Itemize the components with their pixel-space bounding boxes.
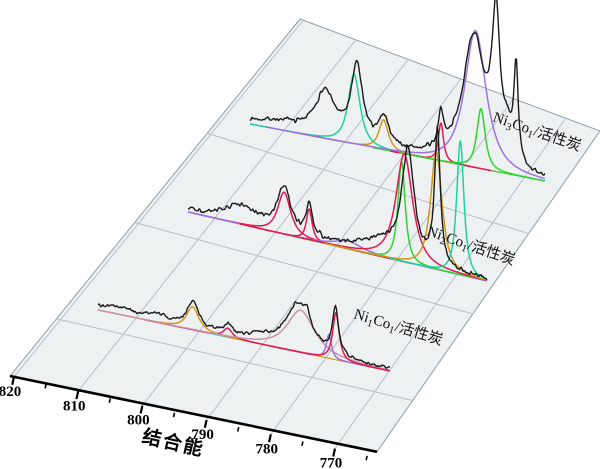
- x-axis-line: [9, 374, 378, 454]
- tick-label-800: 800: [127, 413, 150, 429]
- grid-cross-line: [56, 318, 413, 401]
- tick-label-780: 780: [256, 441, 279, 457]
- major-tick: [203, 419, 208, 428]
- fit-component-red: [239, 153, 487, 281]
- grid-cross-line: [134, 222, 474, 315]
- fit-component-teal: [389, 140, 487, 280]
- tick-label-820: 820: [0, 384, 21, 400]
- minor-tick: [236, 426, 240, 432]
- grid-cross-line: [207, 132, 529, 235]
- x-axis: [9, 374, 378, 454]
- series-Ni2Co1-活性炭: [187, 125, 488, 282]
- fit-component-mauve: [97, 309, 390, 371]
- spectra-series: [97, 0, 546, 372]
- tick-label-770: 770: [320, 456, 343, 469]
- experimental-curve: [97, 299, 391, 369]
- tick-label-810: 810: [63, 398, 86, 414]
- x-axis-ticks: [11, 376, 368, 461]
- fit-component-green: [399, 108, 545, 182]
- experimental-curve: [188, 125, 488, 281]
- fit-component-red: [271, 311, 390, 372]
- experimental-curve: [249, 0, 546, 176]
- minor-tick: [108, 398, 112, 403]
- x-axis-tick-labels: 820 810 800 790 780 770: [0, 384, 342, 469]
- minor-tick: [172, 412, 176, 418]
- major-tick: [11, 376, 16, 385]
- major-tick: [267, 434, 272, 443]
- major-tick: [139, 405, 144, 414]
- minor-tick: [301, 441, 304, 447]
- series-Ni1Co1-活性炭: [97, 299, 391, 372]
- grid-depth-line: [13, 19, 304, 378]
- minor-tick: [44, 383, 47, 389]
- minor-tick: [365, 455, 368, 461]
- major-tick: [332, 448, 337, 457]
- grid-depth-line: [77, 39, 357, 392]
- tick-label-790: 790: [191, 427, 214, 443]
- fit-component-purple: [264, 29, 546, 180]
- major-tick: [75, 391, 80, 400]
